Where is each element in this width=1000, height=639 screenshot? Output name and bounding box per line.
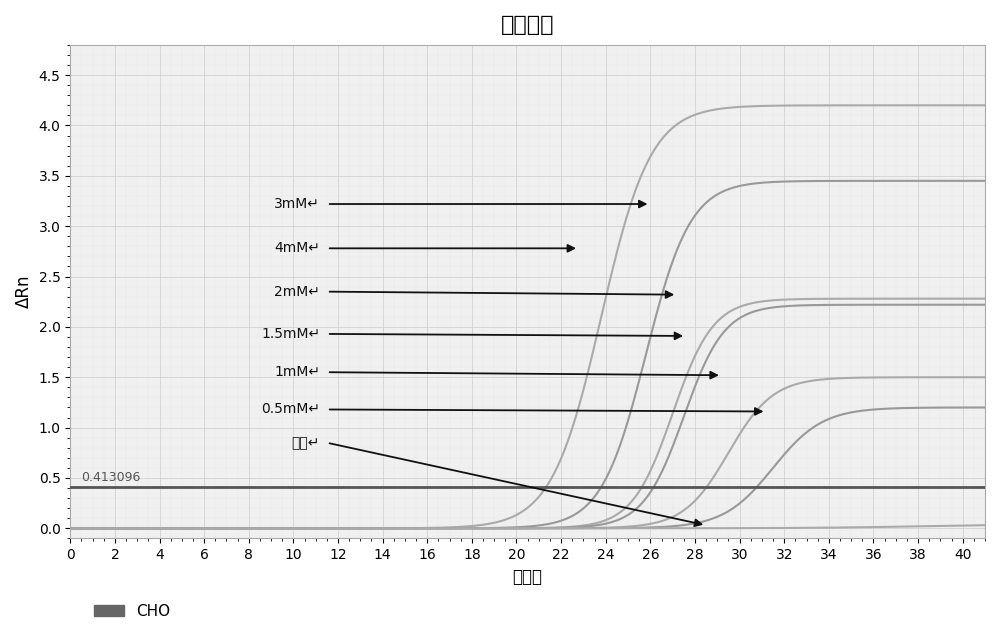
Text: 2mM↵: 2mM↵ — [274, 284, 320, 298]
Text: 0.5mM↵: 0.5mM↵ — [261, 403, 320, 417]
Legend: CHO: CHO — [88, 597, 177, 625]
Text: 1.5mM↵: 1.5mM↵ — [261, 327, 320, 341]
Y-axis label: ΔRn: ΔRn — [15, 275, 33, 309]
Text: 阴性↵: 阴性↵ — [292, 436, 320, 450]
Title: 扩增曲线: 扩增曲线 — [501, 15, 554, 35]
Text: 3mM↵: 3mM↵ — [274, 197, 320, 211]
X-axis label: 循环数: 循环数 — [513, 567, 543, 586]
Text: 1mM↵: 1mM↵ — [274, 366, 320, 379]
Text: 0.413096: 0.413096 — [81, 471, 141, 484]
Text: 4mM↵: 4mM↵ — [274, 242, 320, 256]
